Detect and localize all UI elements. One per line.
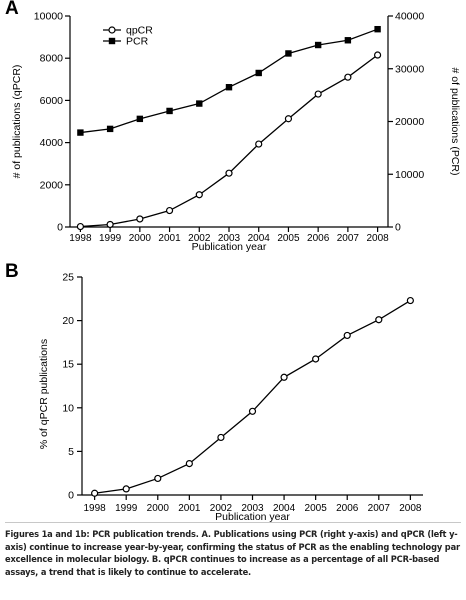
x-tick-label: 1998 — [69, 233, 92, 244]
left-y-tick-label: 6000 — [40, 95, 64, 107]
chart-b: 0 5 10 15 20 25 1998 1999 2000 2001 2002 2003 2004 20… — [38, 272, 423, 523]
x-tick-label: 2000 — [129, 233, 152, 244]
point-qpcr — [225, 169, 233, 177]
right-y-tick-label: 40000 — [395, 11, 424, 23]
point-qpcr-percent — [217, 433, 225, 442]
right-y-tick-label: 10000 — [395, 169, 424, 181]
x-tick-label: 2006 — [336, 503, 359, 514]
x-tick-label: 2002 — [210, 503, 233, 514]
x-tick-label: 2005 — [305, 503, 328, 514]
point-pcr — [196, 100, 203, 107]
point-pcr — [136, 115, 144, 123]
series-line-qpcr — [80, 54, 378, 228]
right-y-axis-label: # of publications (PCR) — [449, 68, 461, 176]
point-qpcr-percent — [248, 407, 257, 415]
point-pcr — [255, 69, 262, 77]
left-y-axis-label: # of publications (qPCR) — [11, 65, 23, 179]
point-qpcr — [373, 51, 382, 59]
point-qpcr — [255, 140, 263, 148]
x-tick-label: 2003 — [241, 503, 264, 514]
x-axis-label: Publication year — [192, 241, 267, 253]
point-qpcr-percent — [375, 316, 383, 324]
x-tick-label: 2002 — [188, 233, 211, 244]
point-qpcr-percent — [154, 474, 162, 483]
right-y-tick-label: 0 — [395, 222, 401, 234]
legend-marker-qpcr — [108, 26, 116, 34]
point-qpcr — [284, 115, 293, 123]
y-tick-label: 5 — [68, 446, 74, 458]
x-tick-label: 1999 — [115, 503, 138, 514]
point-qpcr-percent — [280, 373, 288, 381]
point-qpcr — [76, 222, 85, 231]
x-tick-label: 2006 — [307, 233, 330, 244]
x-tick-label: 2008 — [366, 233, 389, 244]
point-qpcr — [195, 191, 203, 199]
y-tick-label: 25 — [62, 272, 74, 284]
y-axis-label: % of qPCR publications — [38, 339, 50, 449]
x-axis-label: Publication year — [215, 511, 290, 523]
chart-a: 0 2000 4000 6000 8000 10000 0 10000 20000 30000 40… — [11, 11, 461, 254]
legend-marker-pcr — [108, 37, 116, 45]
left-y-tick-label: 4000 — [40, 137, 64, 149]
left-y-tick-label: 2000 — [40, 179, 64, 191]
point-pcr — [166, 107, 173, 115]
legend-label-pcr: PCR — [126, 36, 149, 48]
x-tick-label: 2001 — [178, 503, 201, 514]
left-y-tick-label: 0 — [57, 222, 63, 234]
x-tick-label: 2004 — [248, 233, 271, 244]
point-qpcr — [314, 90, 322, 98]
point-pcr — [225, 84, 233, 91]
legend-label-qpcr: qpCR — [126, 25, 153, 37]
y-tick-label: 0 — [68, 490, 74, 502]
x-tick-label: 2001 — [158, 233, 181, 244]
panel-a-letter: A — [5, 0, 19, 19]
point-qpcr — [136, 215, 144, 223]
point-qpcr-percent — [91, 489, 99, 497]
point-qpcr-percent — [312, 355, 320, 363]
point-qpcr-percent — [185, 460, 193, 468]
x-tick-label: 1998 — [84, 503, 107, 514]
point-pcr — [285, 50, 292, 57]
point-qpcr — [165, 206, 174, 215]
x-tick-label: 2005 — [277, 233, 300, 244]
left-y-tick-label: 8000 — [40, 53, 64, 65]
point-pcr — [106, 125, 114, 133]
point-qpcr-percent — [343, 331, 351, 340]
y-tick-label: 20 — [62, 315, 74, 327]
point-qpcr-percent — [406, 296, 414, 305]
y-tick-label: 15 — [62, 359, 74, 371]
point-pcr — [314, 41, 322, 49]
x-tick-label: 2008 — [399, 503, 422, 514]
point-pcr — [344, 37, 352, 44]
panel-b-letter: B — [5, 261, 19, 282]
x-tick-label: 1999 — [99, 233, 122, 244]
x-tick-label: 2003 — [218, 233, 241, 244]
x-tick-label: 2007 — [368, 503, 391, 514]
left-y-tick-label: 10000 — [34, 11, 63, 23]
point-pcr — [77, 129, 84, 136]
point-qpcr-percent — [122, 485, 130, 493]
series-line-pcr — [80, 28, 378, 134]
x-tick-label: 2000 — [147, 503, 170, 514]
y-tick-label: 10 — [62, 402, 74, 414]
right-y-tick-label: 20000 — [395, 116, 424, 128]
figure-caption: Figures 1a and 1b: PCR publication trend… — [5, 522, 461, 579]
x-tick-label: 2007 — [337, 233, 360, 244]
series-line-qpcr-percent — [94, 299, 411, 494]
point-qpcr — [344, 73, 352, 81]
point-pcr — [374, 25, 381, 33]
x-tick-label: 2004 — [273, 503, 296, 514]
point-qpcr — [106, 220, 114, 229]
right-y-tick-label: 30000 — [395, 63, 424, 75]
